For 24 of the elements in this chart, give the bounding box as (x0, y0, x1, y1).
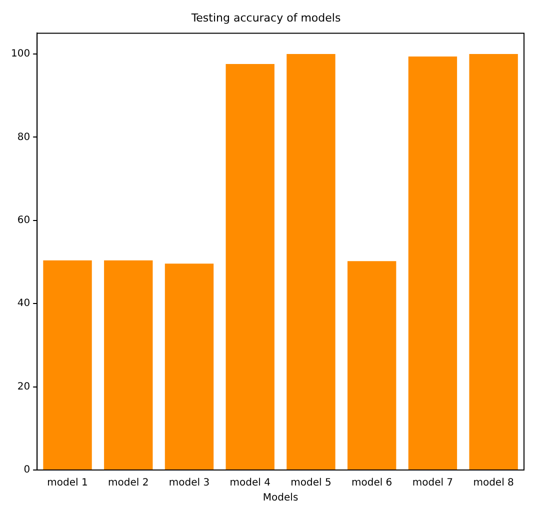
x-tick-label: model 2 (108, 478, 149, 489)
bar (286, 54, 336, 470)
x-tick-label: model 8 (473, 478, 514, 489)
chart-title: Testing accuracy of models (190, 11, 341, 24)
bar (164, 264, 214, 470)
bar (347, 261, 396, 470)
y-tick-label: 0 (24, 464, 30, 476)
bar (226, 64, 274, 470)
y-tick-label: 100 (10, 48, 30, 60)
bar (104, 260, 153, 470)
y-tick-label: 80 (17, 132, 30, 143)
y-tick-label: 40 (17, 298, 30, 310)
y-tick-label: 20 (17, 381, 30, 392)
x-tick-label: model 6 (351, 478, 392, 489)
x-tick-label: model 5 (290, 478, 332, 489)
x-tick-label: model 7 (412, 478, 454, 489)
x-tick-label: model 4 (230, 478, 270, 489)
bar (408, 56, 458, 470)
x-axis-title: Models (262, 492, 298, 504)
bar (43, 260, 92, 470)
x-tick-label: model 3 (168, 478, 210, 489)
x-tick-label: model 1 (47, 478, 88, 489)
bar (469, 54, 518, 470)
y-tick-label: 60 (17, 214, 30, 226)
